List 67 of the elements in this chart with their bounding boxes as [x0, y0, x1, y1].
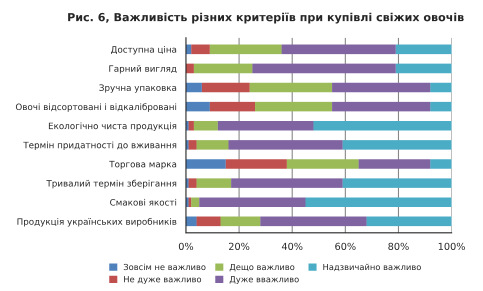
x-tick-label: 100%	[438, 242, 465, 250]
bar	[194, 120, 218, 131]
bar	[191, 197, 200, 207]
bar	[196, 216, 220, 226]
bar	[260, 216, 367, 226]
bar	[366, 216, 452, 226]
legend-label: Не дуже важливо	[124, 276, 202, 284]
bar	[186, 216, 197, 226]
bar	[358, 159, 430, 169]
y-tick-label: Доступна ціна	[111, 46, 176, 54]
bar	[191, 44, 210, 54]
bar	[430, 159, 452, 169]
bar	[396, 44, 452, 54]
chart-title: Рис. 6, Важливість різних критеріїв при купівлі свіжих овочів	[68, 12, 464, 24]
bar	[332, 102, 430, 112]
bar	[313, 120, 452, 131]
bar	[186, 64, 194, 74]
bar	[186, 82, 202, 92]
bar	[252, 64, 396, 74]
bar	[342, 140, 452, 150]
bar	[430, 82, 452, 92]
y-tick-label: Смакові якості	[110, 198, 176, 206]
legend-label: Зовсім не важливо	[124, 264, 206, 270]
x-tick-label: 60%	[335, 242, 356, 250]
bar	[286, 159, 359, 169]
y-tick-label: Тривалий термін зберігання	[46, 180, 176, 188]
x-tick-label: 0%	[178, 242, 194, 250]
legend-label: Надзвичайно важливо	[323, 264, 421, 272]
bar	[186, 159, 226, 169]
y-tick-label: Гарний вигляд	[109, 65, 176, 74]
bar	[396, 64, 452, 74]
y-tick-label: Продукція українських виробників	[17, 218, 176, 227]
bar	[202, 82, 250, 92]
bar	[250, 82, 332, 92]
x-tick-label: 40%	[282, 242, 302, 250]
bar	[430, 102, 452, 112]
y-tick-label: Торгова марка	[109, 160, 176, 170]
y-tick-label: Екологічно чиста продукція	[48, 122, 176, 131]
x-tick-label: 20%	[228, 242, 250, 250]
bar	[196, 140, 228, 150]
bar	[188, 197, 192, 207]
bar	[210, 44, 282, 54]
bar	[220, 216, 260, 226]
bar	[188, 120, 194, 131]
bar	[228, 140, 343, 150]
bar	[196, 178, 232, 188]
y-tick-label: Зручна упаковка	[99, 84, 176, 93]
bar	[186, 44, 192, 54]
bar	[255, 102, 332, 112]
bar	[210, 102, 256, 112]
bar	[218, 120, 314, 131]
bar	[226, 159, 287, 169]
bar	[188, 140, 197, 150]
y-tick-label: Термін придатності до вживання	[23, 142, 176, 150]
bar	[305, 197, 452, 207]
bar	[186, 102, 210, 112]
bar	[342, 178, 452, 188]
x-tick-label: 80%	[388, 242, 409, 250]
bar	[194, 64, 252, 74]
legend-label: Дуже вважливо	[230, 276, 299, 284]
bar	[282, 44, 396, 54]
bar	[199, 197, 306, 207]
bar	[332, 82, 430, 92]
bar	[188, 178, 197, 188]
y-tick-label: Овочі відсортовані і відкалібровані	[16, 103, 176, 112]
bar	[231, 178, 343, 188]
legend-label: Дещо важливо	[230, 264, 294, 272]
